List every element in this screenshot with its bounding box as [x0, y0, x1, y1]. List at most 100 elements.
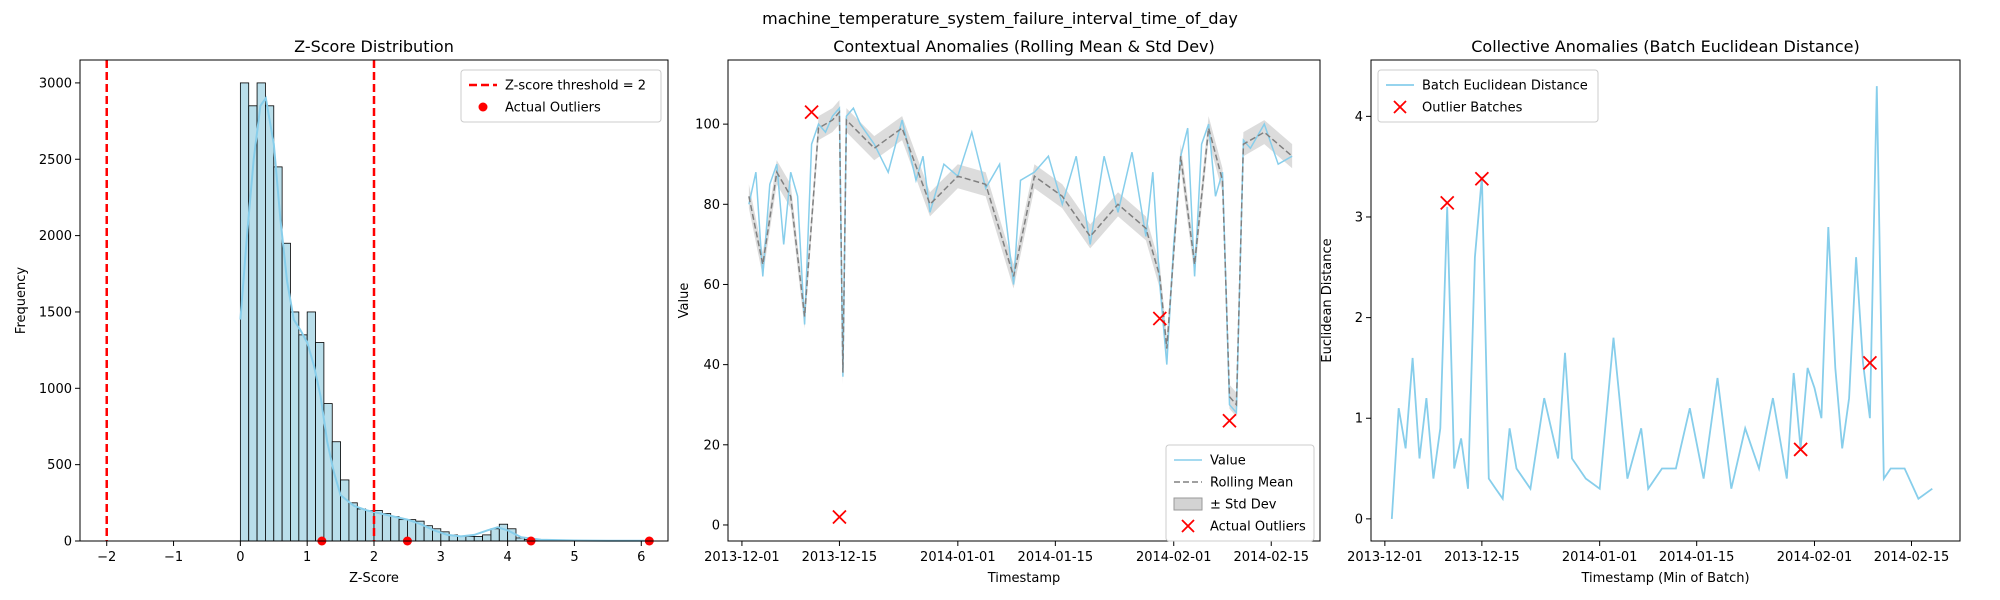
outlier-batch-marker	[1440, 195, 1455, 211]
hist-bar	[465, 536, 475, 542]
legend-swatch	[1173, 497, 1203, 511]
hist-bar	[298, 334, 308, 542]
y-tick-label: 100	[695, 118, 720, 133]
y-tick-label: 3000	[39, 76, 72, 91]
x-tick-label: 2014-01-01	[1562, 550, 1638, 565]
y-tick-label: 80	[703, 198, 720, 213]
hist-bar	[315, 342, 325, 542]
axes-frame	[1370, 59, 1961, 542]
x-tick-label: 2014-02-01	[1777, 550, 1853, 565]
x-axis-label: Timestamp	[987, 571, 1061, 586]
kde-line	[239, 95, 649, 542]
outlier-marker	[1152, 311, 1167, 326]
x-tick-label: 2014-02-01	[1136, 550, 1212, 565]
legend-label: Outlier Batches	[1422, 101, 1523, 116]
x-tick-label: −1	[164, 550, 183, 565]
x-tick-label: 2013-12-15	[1444, 550, 1520, 565]
y-tick-label: 1500	[39, 305, 72, 320]
y-axis-label: Euclidean Distance	[1320, 238, 1335, 362]
panel-3: Collective Anomalies (Batch Euclidean Di…	[1320, 37, 1961, 586]
panel-1: Z-Score Distribution Z-Score Frequency 0 500…	[14, 37, 669, 586]
x-tick-label: 2	[370, 550, 378, 565]
hist-bar	[348, 502, 358, 542]
rolling-mean-line	[748, 110, 1293, 407]
legend-label: Rolling Mean	[1210, 476, 1293, 491]
hist-bar	[256, 82, 266, 542]
hist-bar	[473, 536, 483, 542]
legend-label: Z-score threshold = 2	[505, 79, 646, 94]
panel-2: Contextual Anomalies (Rolling Mean & Std…	[677, 37, 1321, 586]
legend-label: Actual Outliers	[505, 101, 601, 116]
y-axis-label: Frequency	[14, 267, 29, 334]
hist-bar	[490, 528, 500, 542]
x-tick-label: 2014-02-15	[1874, 550, 1950, 565]
legend-box	[1165, 444, 1315, 542]
axes-frame	[79, 59, 669, 542]
legend-label: Value	[1210, 454, 1246, 469]
outlier-marker	[1222, 413, 1237, 428]
hist-bar	[498, 523, 509, 542]
hist-bar	[340, 479, 350, 542]
y-tick-label: 2500	[39, 153, 72, 168]
outlier-marker	[832, 509, 847, 525]
panel-title: Z-Score Distribution	[294, 37, 454, 56]
x-tick-label: 2013-12-01	[1347, 550, 1423, 565]
legend-swatch	[1393, 100, 1407, 114]
x-tick-label: 2013-12-01	[704, 550, 780, 565]
hist-bar	[381, 513, 392, 542]
x-tick-label: 4	[503, 550, 511, 565]
legend-label: ± Std Dev	[1210, 498, 1277, 513]
x-tick-label: 2013-12-15	[802, 550, 878, 565]
y-tick-label: 40	[703, 358, 720, 373]
axes-frame	[727, 59, 1321, 542]
x-tick-label: 0	[236, 550, 244, 565]
figure-suptitle: machine_temperature_system_failure_inter…	[762, 9, 1238, 29]
y-tick-label: 60	[703, 278, 720, 293]
x-tick-label: 2014-01-01	[920, 550, 996, 565]
legend-swatch	[478, 102, 488, 112]
panel-title: Contextual Anomalies (Rolling Mean & Std…	[833, 37, 1215, 56]
x-tick-label: 1	[303, 550, 311, 565]
y-tick-label: 0	[1355, 512, 1363, 527]
outlier-batch-marker	[1862, 355, 1878, 371]
distance-line	[1390, 86, 1933, 519]
y-tick-label: 1	[1355, 412, 1363, 427]
y-tick-label: 2000	[39, 229, 72, 244]
x-tick-label: 2014-01-15	[1018, 550, 1094, 565]
legend-label: Actual Outliers	[1210, 520, 1306, 535]
outlier-batch-marker	[1474, 171, 1490, 186]
hist-bar	[365, 510, 375, 542]
hist-bar	[265, 105, 275, 542]
y-tick-label: 0	[64, 535, 72, 550]
y-tick-label: 3	[1355, 210, 1363, 225]
y-axis-label: Value	[677, 283, 692, 319]
legend-label: Batch Euclidean Distance	[1422, 79, 1588, 94]
value-line	[748, 106, 1293, 415]
x-tick-label: 2014-01-15	[1659, 550, 1735, 565]
outlier-marker	[804, 104, 819, 120]
x-tick-label: 2014-02-15	[1233, 550, 1309, 565]
y-tick-label: 20	[703, 438, 720, 453]
x-axis-label: Z-Score	[349, 571, 399, 586]
hist-bar	[390, 516, 400, 542]
legend-box	[1377, 69, 1599, 123]
y-tick-label: 2	[1355, 311, 1363, 326]
x-tick-label: 6	[637, 550, 645, 565]
hist-bar	[356, 508, 367, 542]
outlier-batch-marker	[1793, 442, 1808, 457]
y-tick-label: 500	[47, 458, 72, 473]
y-tick-label: 0	[712, 518, 720, 533]
hist-bar	[373, 510, 383, 542]
x-tick-label: 5	[570, 550, 578, 565]
hist-bar	[290, 311, 300, 542]
hist-bar	[482, 534, 492, 542]
panel-title: Collective Anomalies (Batch Euclidean Di…	[1471, 37, 1860, 56]
x-tick-label: 3	[437, 550, 445, 565]
y-tick-label: 4	[1355, 110, 1363, 125]
x-tick-label: −2	[97, 550, 116, 565]
y-tick-label: 1000	[39, 382, 72, 397]
x-axis-label: Timestamp (Min of Batch)	[1580, 571, 1749, 586]
legend-swatch	[1181, 519, 1195, 533]
legend-box	[460, 69, 662, 123]
